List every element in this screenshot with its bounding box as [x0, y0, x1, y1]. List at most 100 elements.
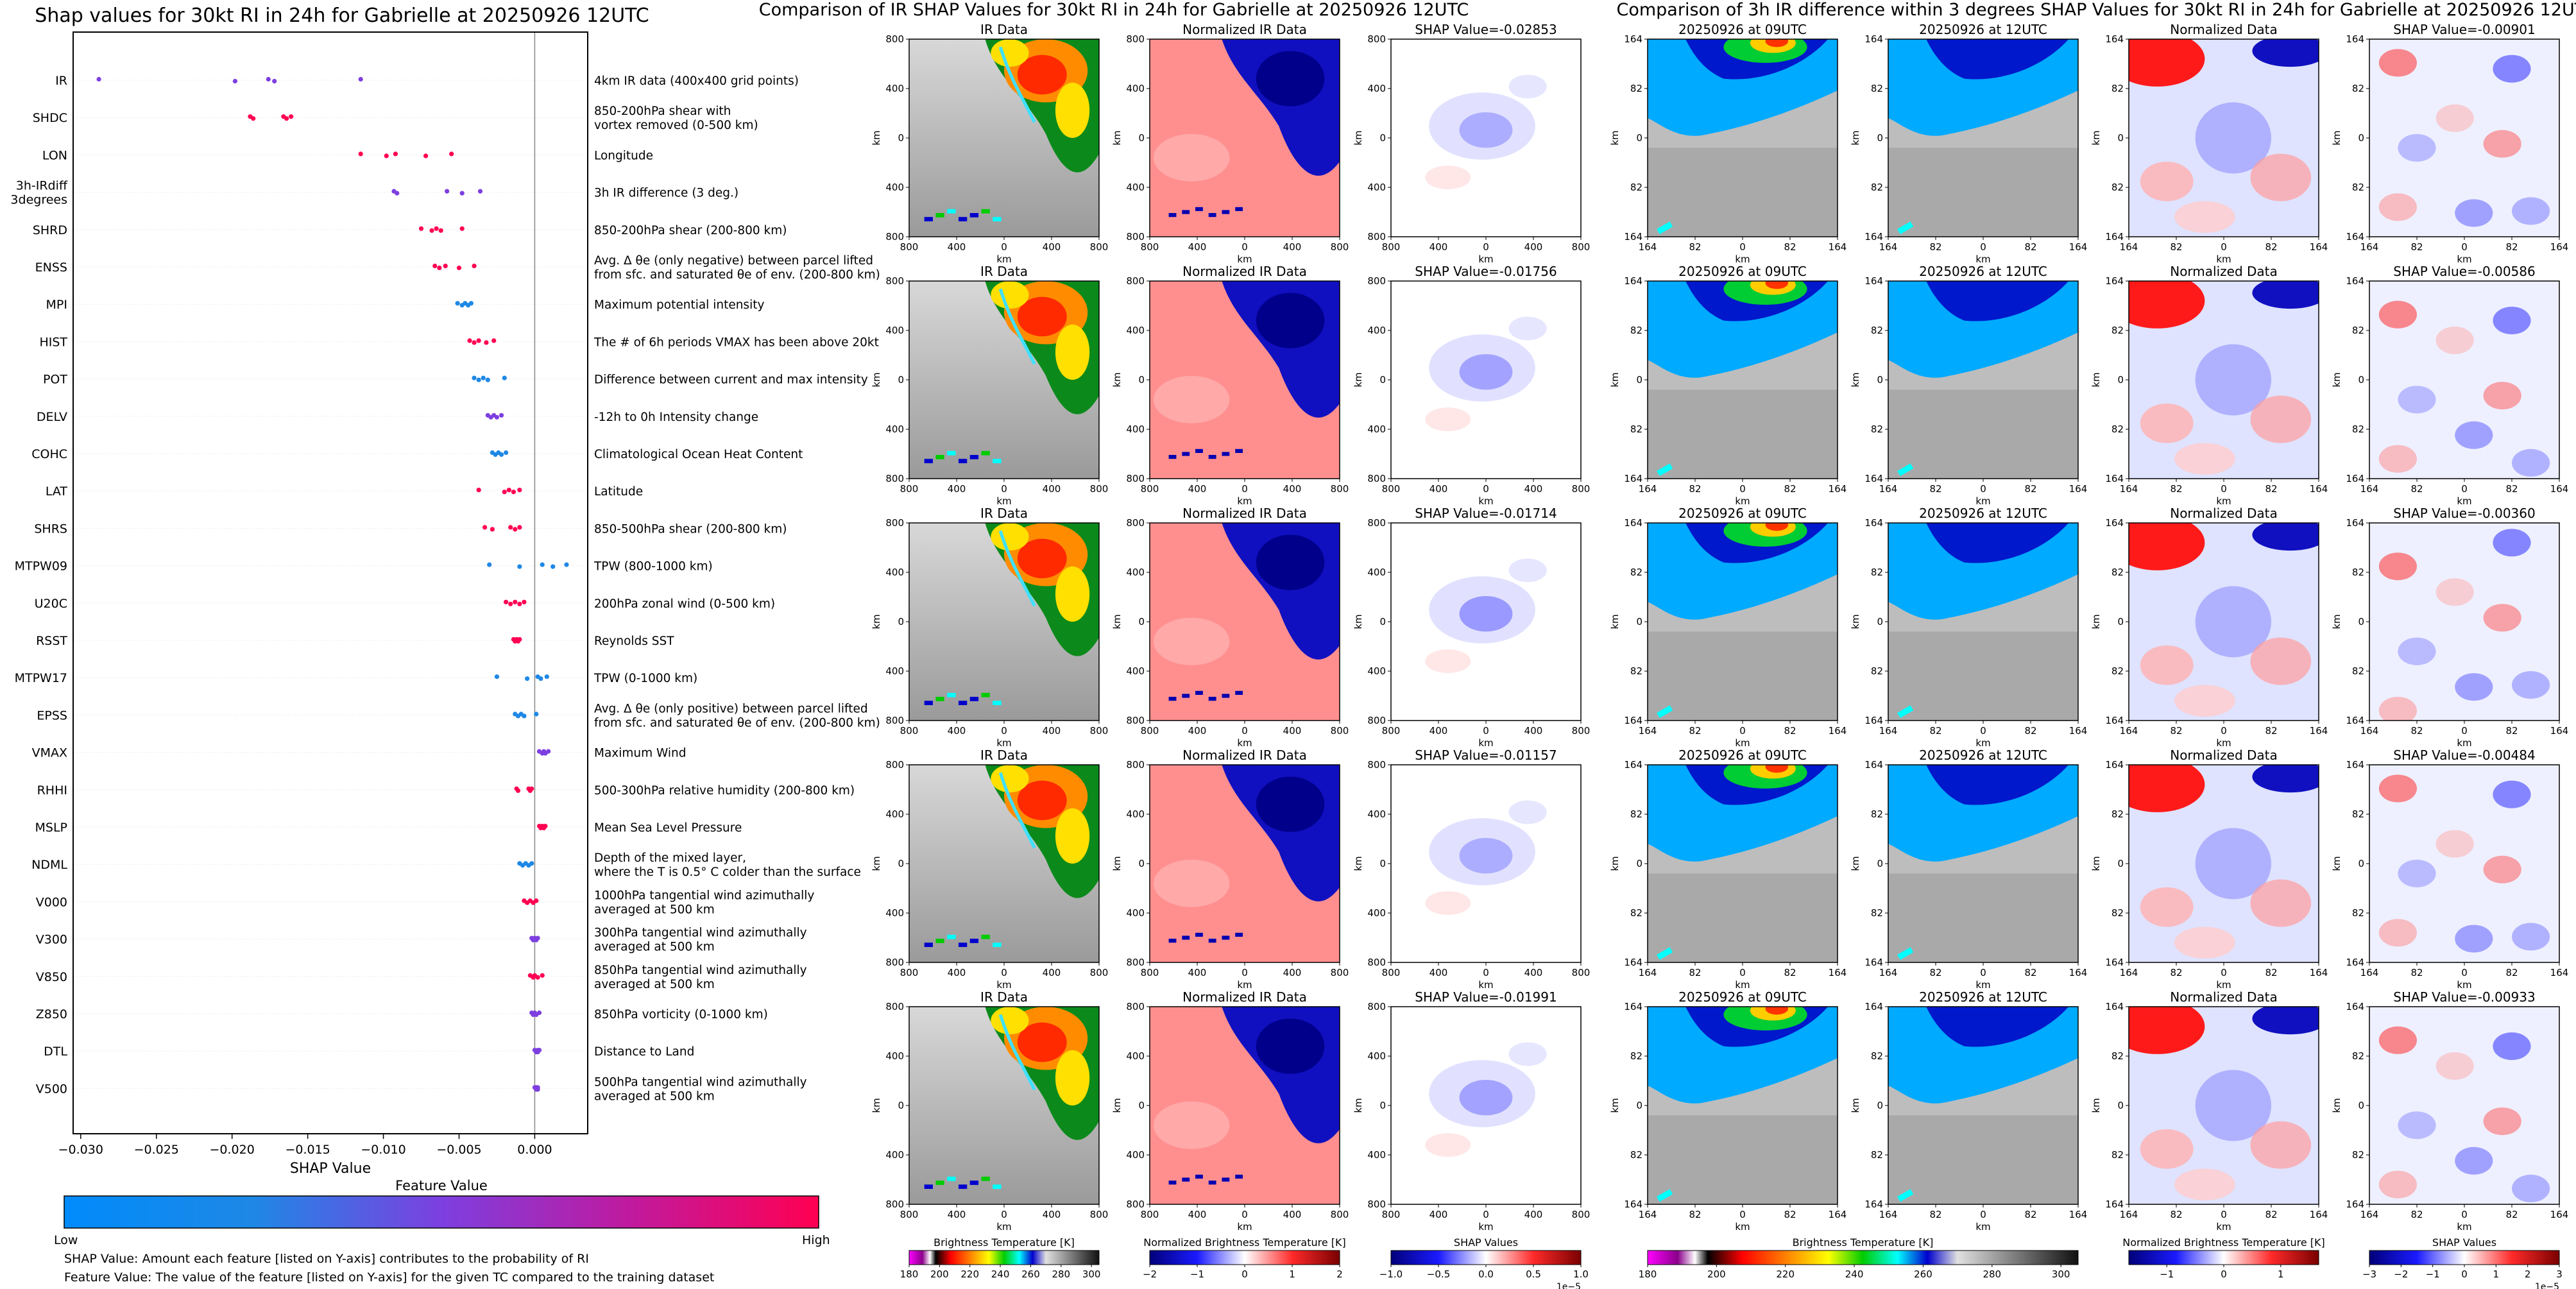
- panel-y-tick-label: 0: [2358, 374, 2364, 386]
- panel-y-tick-label: 800: [885, 1199, 904, 1210]
- panel-x-tick-label: 164: [2069, 483, 2088, 495]
- shap-dot: [564, 562, 569, 567]
- panel-x-tick-label: 800: [1572, 967, 1591, 978]
- feature-description: TPW (0-1000 km): [593, 672, 697, 685]
- panel-image: [1391, 39, 1581, 237]
- panel-x-tick-label: 82: [1689, 967, 1701, 978]
- panel-x-tick-label: 82: [1689, 1209, 1701, 1220]
- colorbar-bar: [1149, 1250, 1340, 1265]
- panel-y-tick-label: 800: [1367, 231, 1386, 243]
- panel-y-tick-label: 164: [1624, 1001, 1642, 1012]
- panel-x-tick-label: 82: [1784, 241, 1796, 253]
- colorbar-bar: [2369, 1250, 2560, 1265]
- shap-dot: [468, 301, 473, 306]
- shap-dot: [511, 490, 516, 495]
- panel-x-tick-label: 0: [1001, 1209, 1007, 1220]
- panel-x-tick-label: 400: [1283, 967, 1302, 978]
- panel-x-tick-label: 0: [1241, 967, 1248, 978]
- panel-image: [2369, 523, 2559, 721]
- panel-x-tick-label: 400: [948, 725, 966, 737]
- colorbar-label: Brightness Temperature [K]: [934, 1236, 1075, 1249]
- panel-x-tick-label: 164: [1829, 1209, 1847, 1220]
- shap-dot: [502, 490, 507, 495]
- panel-x-tick-label: 800: [1572, 1209, 1591, 1220]
- panel-y-tick-label: 0: [1138, 132, 1145, 144]
- panel-y-tick-label: 82: [1871, 907, 1883, 919]
- panel-y-tick-label: 400: [1126, 1050, 1145, 1062]
- panel-y-tick-label: 164: [2105, 33, 2124, 45]
- panel-x-tick-label: 400: [1043, 241, 1061, 253]
- panel-x-tick-label: 800: [1572, 483, 1591, 495]
- panel-x-tick-label: 82: [2024, 967, 2036, 978]
- panel-x-tick-label: 400: [1524, 725, 1543, 737]
- panel-y-tick-label: 164: [1864, 1001, 1883, 1012]
- panel-x-tick-label: 0: [1739, 967, 1746, 978]
- panel-x-tick-label: 164: [2120, 1209, 2138, 1220]
- panel-x-tick-label: 82: [2024, 725, 2036, 737]
- panel-y-tick-label: 400: [885, 567, 904, 578]
- panel-ylabel: km: [2090, 372, 2102, 387]
- feature-description: 200hPa zonal wind (0-500 km): [594, 597, 775, 611]
- panel-y-tick-label: 164: [1624, 517, 1642, 529]
- colorbar-tick-label: 0: [2221, 1268, 2227, 1280]
- panel-x-tick-label: 0: [1241, 483, 1248, 495]
- panel-image: [1888, 39, 2078, 237]
- x-tick-label: −0.010: [361, 1143, 405, 1157]
- panel-x-tick-label: 164: [2310, 1209, 2328, 1220]
- panel-y-tick-label: 400: [1367, 1149, 1386, 1161]
- shap-dot: [395, 191, 400, 196]
- shap-dot: [289, 114, 294, 119]
- feature-label: SHRD: [33, 223, 67, 237]
- panel-y-tick-label: 82: [2352, 567, 2364, 578]
- shap-dot: [434, 226, 439, 231]
- note-feature: Feature Value: The value of the feature …: [64, 1270, 714, 1285]
- feature-description: averaged at 500 km: [594, 1089, 715, 1103]
- colorbar-label: Normalized Brightness Temperature [K]: [2122, 1236, 2325, 1249]
- panel-xlabel: km: [2216, 979, 2231, 991]
- feature-label: LON: [42, 148, 67, 162]
- panel-x-tick-label: 0: [1001, 967, 1007, 978]
- colorbar: Brightness Temperature [K] 180 200 220 240 26…: [900, 1236, 1101, 1280]
- colorbar-tick-label: 2: [1336, 1268, 1343, 1280]
- panel-x-tick-label: 164: [2069, 967, 2088, 978]
- panel-x-tick-label: 164: [2550, 483, 2569, 495]
- panel-xlabel: km: [2457, 495, 2471, 507]
- panel-image: [1888, 765, 2078, 962]
- panel-y-tick-label: 164: [2346, 33, 2364, 45]
- panel-y-tick-label: 800: [1126, 33, 1145, 45]
- panel-y-tick-label: 164: [2105, 275, 2124, 287]
- panel-y-tick-label: 164: [2346, 517, 2364, 529]
- panel-y-tick-label: 0: [1379, 616, 1386, 627]
- feature-label: 3h-IRdiff: [16, 179, 68, 193]
- panel-x-tick-label: 164: [1829, 483, 1847, 495]
- panel-y-tick-label: 164: [2346, 715, 2364, 726]
- colorbar-tick-label: 1: [2278, 1268, 2284, 1280]
- panel-y-tick-label: 164: [2105, 517, 2124, 529]
- panel-x-tick-label: 800: [900, 725, 919, 737]
- panel-xlabel: km: [1735, 979, 1750, 991]
- shap-dot: [504, 599, 509, 604]
- panel-title: IR Data: [980, 22, 1028, 37]
- panel-ylabel: km: [2331, 1098, 2342, 1113]
- panel-x-tick-label: 0: [1001, 483, 1007, 495]
- panel-y-tick-label: 400: [1367, 567, 1386, 578]
- shap-dot: [508, 601, 513, 606]
- panel-y-tick-label: 800: [885, 231, 904, 243]
- panel-x-tick-label: 164: [1639, 1209, 1657, 1220]
- panel-x-tick-label: 82: [2024, 1209, 2036, 1220]
- colorbar-tick-label: −2: [2394, 1268, 2408, 1280]
- panel-image: [1150, 281, 1340, 479]
- panel-y-tick-label: 82: [2352, 907, 2364, 919]
- panel-title: Normalized Data: [2170, 22, 2278, 37]
- panel-title: Normalized Data: [2170, 747, 2278, 763]
- shap-dot: [449, 151, 454, 157]
- feature-description: 850hPa vorticity (0-1000 km): [594, 1008, 768, 1021]
- panel-y-tick-label: 164: [1624, 1199, 1642, 1210]
- panel-x-tick-label: 800: [900, 1209, 919, 1220]
